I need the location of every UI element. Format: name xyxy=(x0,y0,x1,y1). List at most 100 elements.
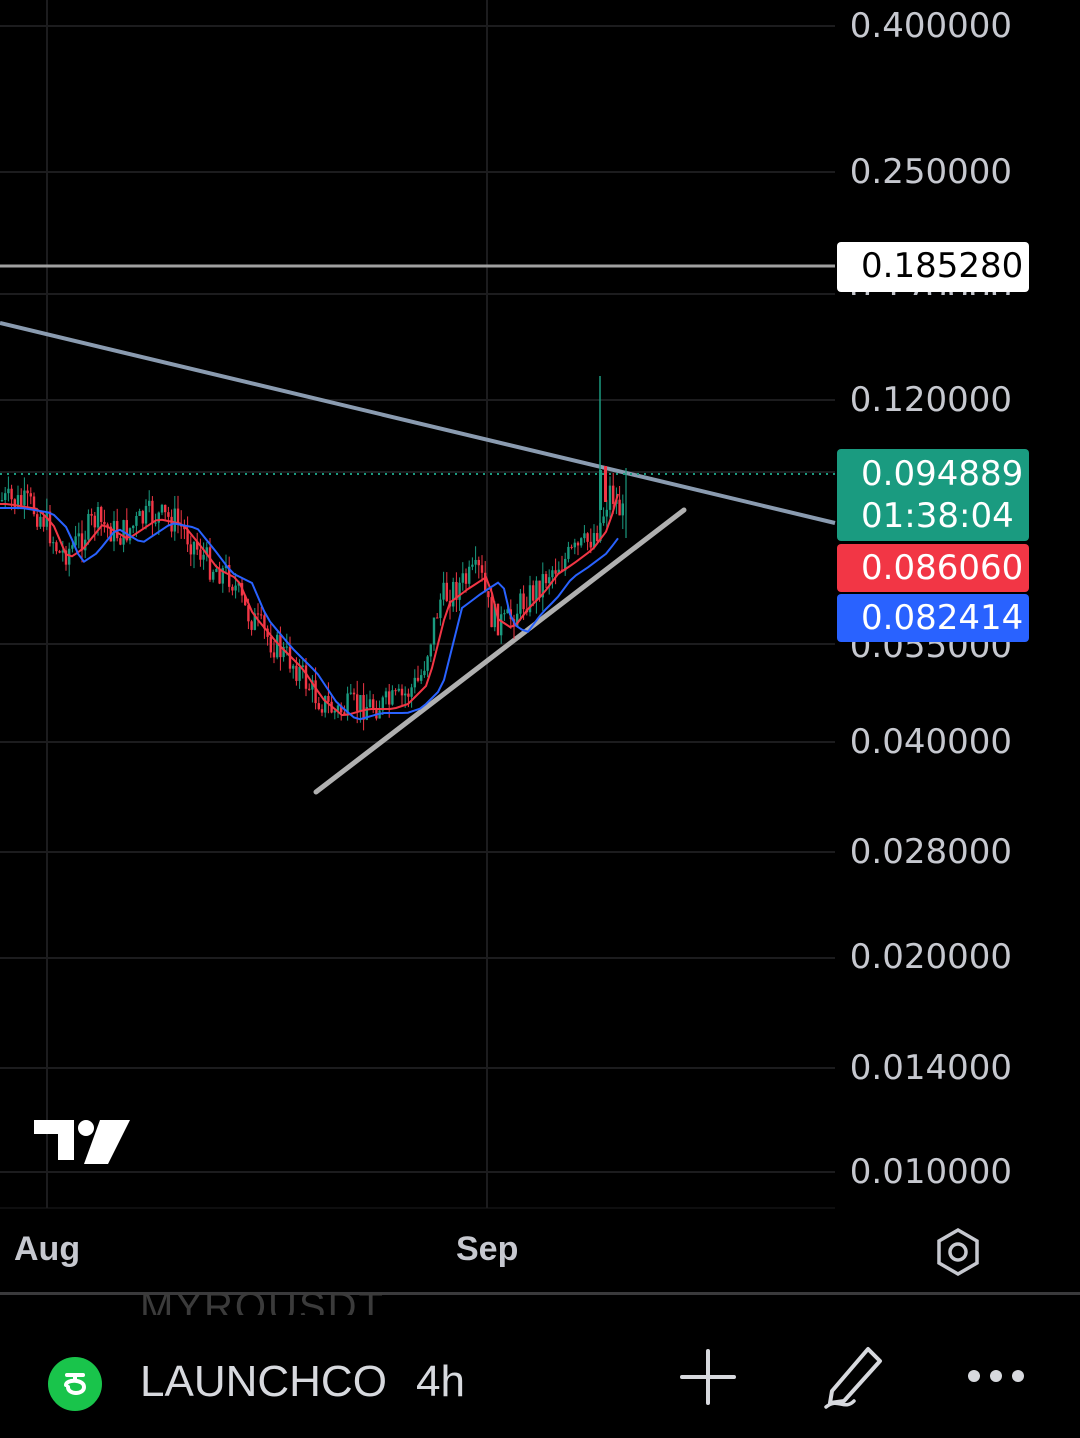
price-label: 0.028000 xyxy=(849,832,1012,872)
candle-body xyxy=(58,551,61,553)
candle-body xyxy=(52,542,55,544)
price-chart[interactable] xyxy=(0,0,1080,1292)
bar-countdown: 01:38:04 xyxy=(861,496,1014,536)
candle-body xyxy=(208,547,212,580)
candle-body xyxy=(336,705,340,711)
candle-body xyxy=(548,577,551,584)
candle-body xyxy=(215,569,218,572)
candle-body xyxy=(61,550,64,553)
candle-body xyxy=(0,500,4,502)
add-button[interactable] xyxy=(680,1349,736,1405)
candle-body xyxy=(221,568,224,584)
candle-body xyxy=(416,677,420,681)
candle-body xyxy=(308,688,311,690)
candle-body xyxy=(535,580,538,601)
candle-body xyxy=(7,488,10,494)
candle-body xyxy=(90,513,93,516)
candle-body xyxy=(48,511,52,544)
candle-body xyxy=(439,599,442,618)
candle-body xyxy=(298,666,301,681)
candle-body xyxy=(426,656,429,671)
candle-body xyxy=(356,694,359,711)
candle-body xyxy=(500,614,503,636)
candle-body xyxy=(260,614,263,616)
candle-body xyxy=(148,500,151,506)
candle-body xyxy=(93,515,96,528)
last-price: 0.094889 xyxy=(861,454,1024,494)
candle-body xyxy=(528,585,532,613)
horizontal-line-price-tag: 0.185280 xyxy=(837,242,1029,292)
settings-icon[interactable] xyxy=(932,1226,984,1278)
candle-body xyxy=(586,533,589,542)
candle-body xyxy=(32,496,36,515)
candle-body xyxy=(352,692,356,695)
candle-body xyxy=(71,545,74,549)
candle-body xyxy=(618,499,621,516)
candle-body xyxy=(429,644,432,657)
drawing-tools-button[interactable] xyxy=(818,1339,890,1411)
candle-body xyxy=(423,670,426,676)
candle-body xyxy=(256,613,260,615)
candle-body xyxy=(474,559,477,565)
chart-area[interactable]: 0.400000 0.250000 0.170000 0.120000 0.05… xyxy=(0,0,1080,1292)
candle-body xyxy=(442,582,445,600)
candle-body xyxy=(276,634,279,658)
candle-body xyxy=(119,538,122,545)
candle-body xyxy=(77,533,80,537)
candle-body xyxy=(29,493,32,497)
candle-body xyxy=(237,583,240,586)
candle-body xyxy=(368,699,372,708)
candle-body xyxy=(432,617,436,645)
price-label: 0.400000 xyxy=(849,6,1012,46)
ma-fast-tag: 0.086060 xyxy=(837,544,1029,592)
candle-body xyxy=(410,687,413,697)
candle-body xyxy=(583,533,586,539)
candle-body xyxy=(10,488,13,500)
candle-body xyxy=(311,680,314,690)
candle-body xyxy=(212,571,215,580)
candle-body xyxy=(151,500,154,523)
candle-body xyxy=(26,490,29,494)
candle-body xyxy=(455,581,458,600)
candle-body xyxy=(404,693,407,696)
candle-body xyxy=(320,709,324,713)
candle-body xyxy=(231,586,234,591)
interval-selector[interactable]: 4h xyxy=(416,1357,465,1406)
candle-body xyxy=(365,707,368,720)
candle-body xyxy=(532,585,535,601)
descending-trendline xyxy=(0,321,836,525)
price-label: 0.010000 xyxy=(849,1152,1012,1192)
add-icon xyxy=(680,1349,736,1405)
more-button[interactable] xyxy=(966,1361,1026,1391)
candle-body xyxy=(16,495,20,508)
candle-body xyxy=(106,524,109,527)
symbol-name[interactable]: LAUNCHCO xyxy=(140,1357,387,1406)
candle-body xyxy=(599,523,602,542)
candle-body xyxy=(218,569,221,584)
candle-body xyxy=(288,646,292,669)
candle-body xyxy=(490,597,493,628)
candle-body xyxy=(263,615,266,629)
drawings xyxy=(0,264,836,795)
candle-body xyxy=(592,533,596,548)
candle-body xyxy=(176,508,180,524)
candle-body xyxy=(471,564,474,567)
candle-body xyxy=(173,508,176,532)
last-price-tag: 0.094889 01:38:04 xyxy=(837,449,1029,541)
candle-body xyxy=(407,693,410,697)
candle-body xyxy=(317,703,320,710)
candle-body xyxy=(484,572,487,592)
price-label: 0.250000 xyxy=(849,152,1012,192)
candle-body xyxy=(580,538,583,546)
candle-body xyxy=(74,536,77,546)
candle-body xyxy=(36,514,39,527)
candle-body xyxy=(519,593,522,614)
candle-body xyxy=(570,546,573,548)
candle-body xyxy=(20,495,23,506)
candle-body xyxy=(372,699,375,709)
candle-body xyxy=(164,504,167,513)
ascending-support-line xyxy=(313,507,687,795)
bottom-toolbar: MYROUSDT LAUNCHCO 4h xyxy=(0,1285,1080,1438)
coin-icon[interactable] xyxy=(48,1357,102,1411)
candle-body xyxy=(324,695,327,713)
